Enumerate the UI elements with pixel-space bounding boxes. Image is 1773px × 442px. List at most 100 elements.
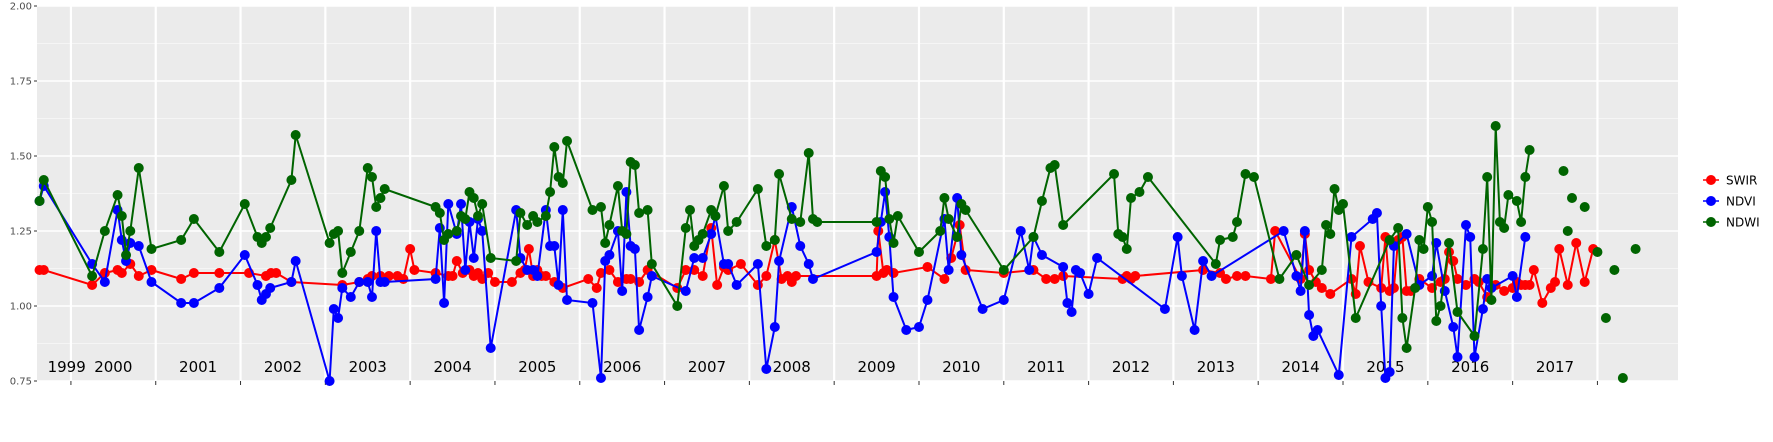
data-point xyxy=(680,286,691,296)
grid-lines xyxy=(37,5,1678,385)
data-point xyxy=(1270,226,1281,236)
data-point xyxy=(769,322,780,332)
data-point xyxy=(1325,289,1336,299)
legend: SWIR NDVI NDWI xyxy=(1703,174,1760,230)
data-point xyxy=(583,274,594,284)
data-point xyxy=(1274,274,1285,284)
year-label: 2004 xyxy=(433,358,471,376)
data-point xyxy=(1469,352,1480,362)
data-point xyxy=(1329,184,1340,194)
series-ndwi xyxy=(34,121,1641,383)
data-point xyxy=(901,325,912,335)
data-point xyxy=(188,214,199,224)
data-point xyxy=(1172,232,1183,242)
data-point xyxy=(1550,277,1561,287)
data-point xyxy=(1414,235,1425,245)
data-point xyxy=(786,214,797,224)
year-label: 2003 xyxy=(349,358,387,376)
year-label: 2012 xyxy=(1112,358,1150,376)
data-point xyxy=(511,256,522,266)
data-point xyxy=(1036,196,1047,206)
data-point xyxy=(625,274,636,284)
data-point xyxy=(485,253,496,263)
data-point xyxy=(1083,289,1094,299)
data-point xyxy=(239,199,250,209)
data-point xyxy=(646,259,657,269)
data-point xyxy=(1571,238,1582,248)
data-point xyxy=(1511,196,1522,206)
data-point xyxy=(880,187,891,197)
year-label: 2010 xyxy=(942,358,980,376)
data-point xyxy=(712,280,723,290)
year-label: 2011 xyxy=(1027,358,1065,376)
data-point xyxy=(1460,280,1471,290)
data-point xyxy=(214,247,225,257)
data-point xyxy=(646,271,657,281)
data-point xyxy=(600,238,611,248)
data-point xyxy=(214,283,225,293)
data-point xyxy=(290,256,301,266)
data-point xyxy=(1477,304,1488,314)
data-point xyxy=(116,268,127,278)
data-point xyxy=(697,253,708,263)
data-point xyxy=(1278,226,1289,236)
data-point xyxy=(752,259,763,269)
data-point xyxy=(434,208,445,218)
data-point xyxy=(595,268,606,278)
data-point xyxy=(1316,283,1327,293)
data-point xyxy=(952,232,963,242)
data-point xyxy=(371,202,382,212)
data-point xyxy=(252,280,263,290)
data-point xyxy=(880,172,891,182)
data-point xyxy=(1401,343,1412,353)
data-point xyxy=(290,130,301,140)
data-point xyxy=(642,205,653,215)
data-point xyxy=(1130,271,1141,281)
data-point xyxy=(960,205,971,215)
data-point xyxy=(1520,232,1531,242)
data-point xyxy=(133,271,144,281)
data-point xyxy=(1121,244,1132,254)
year-label: 2000 xyxy=(94,358,132,376)
data-point xyxy=(1134,187,1145,197)
data-point xyxy=(1117,232,1128,242)
data-point xyxy=(1295,286,1306,296)
data-point xyxy=(1159,304,1170,314)
data-point xyxy=(87,271,98,281)
data-point xyxy=(549,241,560,251)
data-point xyxy=(337,283,348,293)
legend-label: SWIR xyxy=(1726,174,1757,188)
data-point xyxy=(634,208,645,218)
legend-label: NDVI xyxy=(1726,195,1756,209)
data-point xyxy=(38,265,49,275)
data-point xyxy=(1537,298,1548,308)
data-point xyxy=(375,193,386,203)
data-point xyxy=(803,148,814,158)
data-point xyxy=(913,322,924,332)
data-point xyxy=(871,217,882,227)
y-tick-label: 0.75 xyxy=(10,377,32,388)
data-point xyxy=(922,262,933,272)
data-point xyxy=(176,235,187,245)
data-point xyxy=(405,244,416,254)
data-point xyxy=(1376,301,1387,311)
data-point xyxy=(752,280,763,290)
data-point xyxy=(265,223,276,233)
data-point xyxy=(345,292,356,302)
data-point xyxy=(239,250,250,260)
data-point xyxy=(430,274,441,284)
data-point xyxy=(617,286,628,296)
data-point xyxy=(354,277,365,287)
data-point xyxy=(456,199,467,209)
data-point xyxy=(1240,271,1251,281)
data-point xyxy=(1304,310,1315,320)
data-point xyxy=(1333,370,1344,380)
data-point xyxy=(1265,274,1276,284)
data-point xyxy=(1579,202,1590,212)
y-axis: 0.75 1.00 1.25 1.50 1.75 2.00 xyxy=(10,2,37,388)
data-point xyxy=(506,277,517,287)
data-point xyxy=(1579,277,1590,287)
data-point xyxy=(591,283,602,293)
data-point xyxy=(731,217,742,227)
data-point xyxy=(87,280,98,290)
